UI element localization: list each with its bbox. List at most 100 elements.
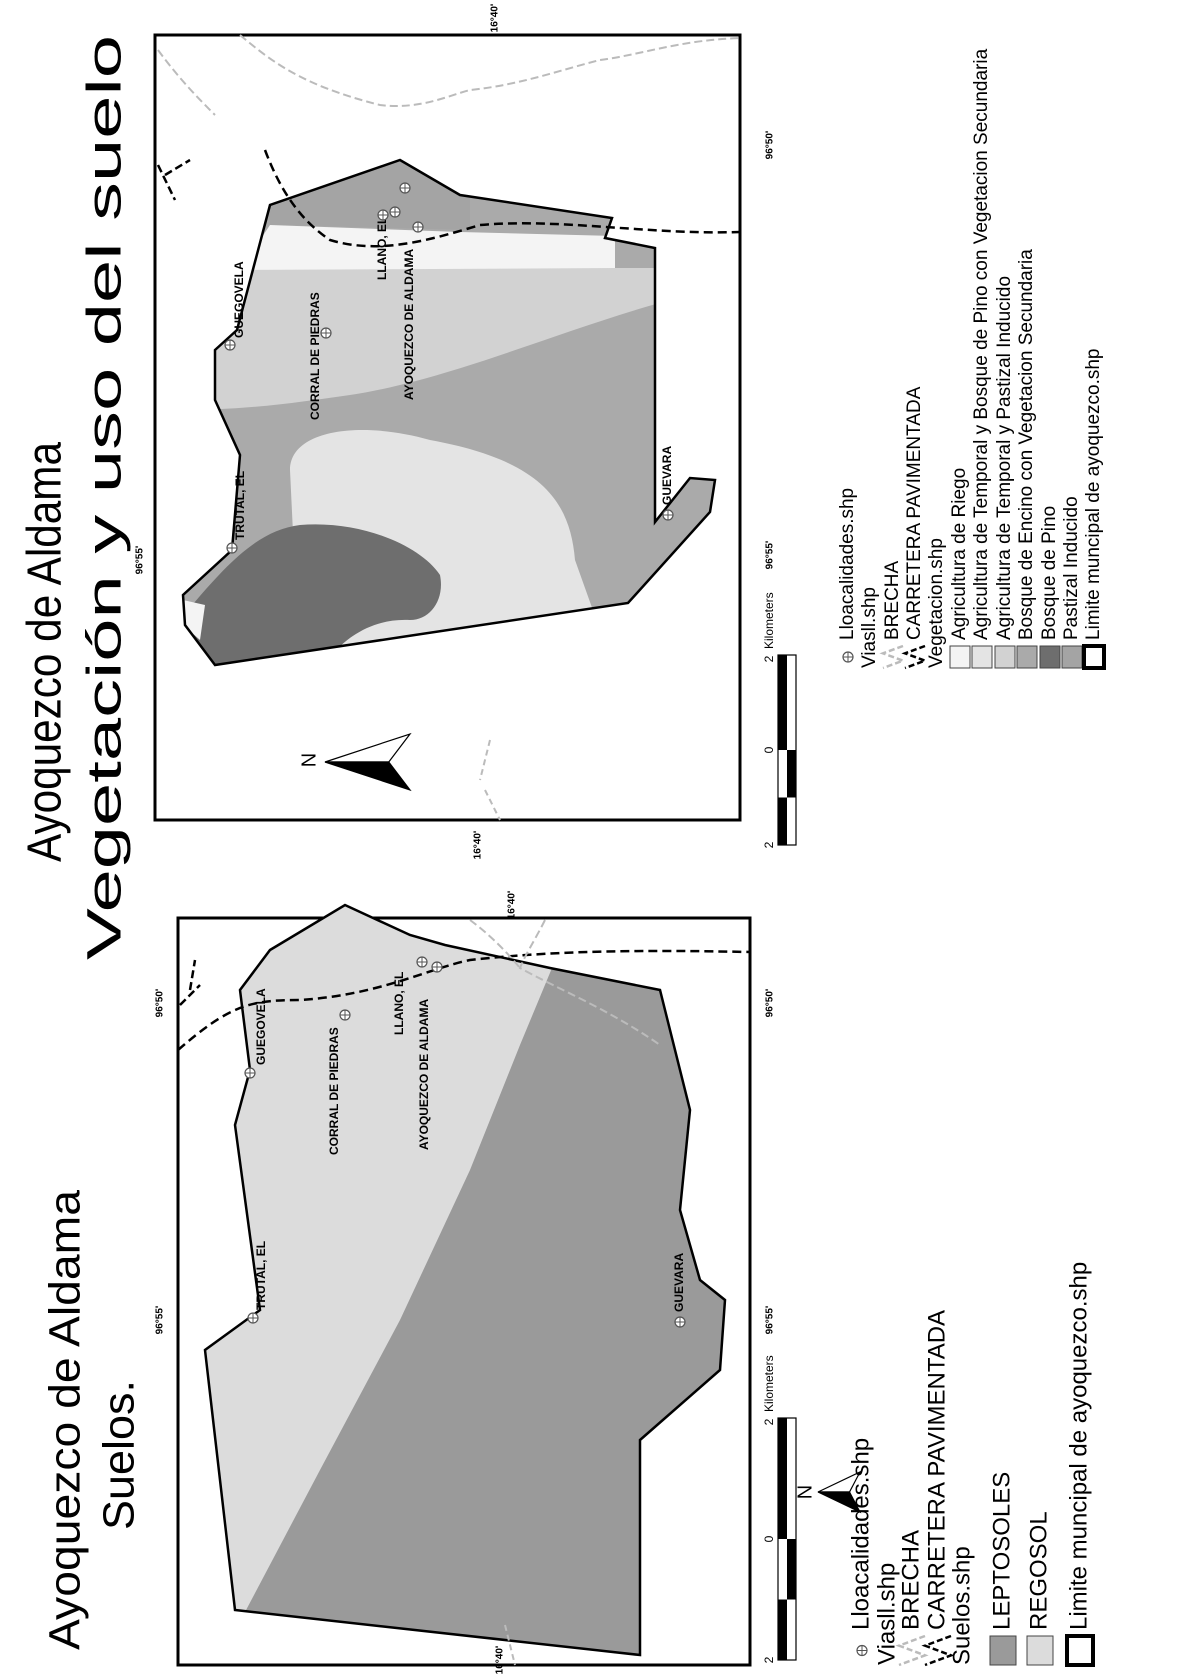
legend-label: LEPTOSOLES (988, 1472, 1015, 1630)
road-trail (469, 919, 661, 1046)
legend-road-trail (879, 644, 907, 670)
locality-marker (245, 1068, 255, 1078)
road-paved (156, 158, 191, 201)
locality-marker (432, 962, 442, 972)
legend-label: Suelos.shp (948, 1546, 975, 1665)
legend-label: Viasll.shp (859, 587, 880, 668)
zone-riego (183, 600, 205, 640)
place-label: GUEGOVELA (232, 261, 246, 338)
legend-swatch (1039, 645, 1061, 669)
north-label: N (794, 1485, 816, 1499)
scale-bar (778, 797, 787, 845)
legend-swatch (989, 1635, 1017, 1666)
locality-marker (843, 652, 853, 662)
locality-marker (390, 207, 400, 217)
legend-road-paved (901, 644, 929, 670)
scale-label: 0 (762, 1535, 776, 1542)
locality-marker (225, 340, 235, 350)
coordinate-label: 96°55' (135, 546, 146, 575)
scale-bar (778, 1599, 787, 1660)
coordinate-label: 16°40' (473, 831, 484, 860)
coordinate-label: 96°55' (765, 541, 776, 570)
locality-marker (417, 957, 427, 967)
locality-marker (663, 510, 673, 520)
road-paved (263, 149, 741, 248)
locality-marker (857, 1645, 867, 1656)
coordinate-label: 96°55' (765, 1306, 776, 1335)
north-arrow (324, 732, 412, 763)
place-label: GUEVARA (672, 1253, 686, 1312)
road-trail (157, 34, 741, 116)
coordinate-label: 96°50' (765, 989, 776, 1018)
legend-swatch (1065, 1634, 1095, 1667)
legend-swatch (1016, 645, 1038, 669)
legend-label: Lloacalidades.shp (847, 1438, 874, 1630)
legend-label: BRECHA (897, 1530, 924, 1630)
place-label: GUEVARA (660, 446, 674, 505)
road-trail (479, 739, 501, 821)
locality-marker (227, 543, 237, 553)
legend-swatch (994, 645, 1016, 669)
map-subtitle: Vegetación y uso del suelo (79, 35, 132, 960)
legend-label: Viasll.shp (873, 1563, 900, 1665)
legend-label: Limite muncipal de ayoquezco.shp (1083, 348, 1104, 640)
place-label: TRUTAL, EL (233, 471, 247, 540)
place-label: CORRAL DE PIEDRAS (308, 292, 322, 420)
legend-swatch (1026, 1635, 1054, 1666)
map-frame (153, 33, 742, 822)
locality-marker (340, 1010, 350, 1020)
zone-pastizal (260, 160, 470, 230)
road-paved (177, 949, 751, 1051)
north-arrow (324, 761, 412, 792)
scale-label: 0 (762, 746, 776, 753)
scale-unit: Kilometers (762, 592, 776, 649)
map-title: Ayoquezco de Aldama (19, 442, 72, 862)
coordinate-label: 96°50' (155, 989, 166, 1018)
legend-label: Vegetacion.shp (926, 538, 947, 668)
zone-temporal-pastizal (183, 268, 670, 410)
legend-road-trail (895, 1634, 929, 1667)
legend-swatch (1061, 645, 1083, 669)
place-label: AYOQUEZCO DE ALDAMA (417, 999, 431, 1150)
map-frame (176, 916, 752, 1667)
map-subtitle: Suelos. (95, 1380, 144, 1530)
municipal-boundary (181, 158, 717, 667)
locality-marker (378, 210, 388, 220)
legend-label: Pastizal Inducido (1061, 496, 1082, 640)
coordinate-label: 16°40' (507, 891, 518, 920)
place-label: GUEGOVELA (254, 988, 268, 1065)
locality-marker (248, 1313, 258, 1323)
scale-bar (778, 655, 787, 750)
legend-label: BRECHA (882, 560, 903, 640)
scale-bar (778, 1418, 787, 1539)
legend-label: Agricultura de Temporal y Bosque de Pino… (971, 48, 992, 640)
legend-label: Agricultura de Riego (949, 468, 970, 640)
scale-label: 2 (762, 1656, 776, 1663)
coordinate-label: 96°50' (765, 131, 776, 160)
coordinate-label: 96°55' (155, 1306, 166, 1335)
scale-unit: Kilometers (762, 1355, 776, 1412)
scale-label: 2 (762, 655, 776, 662)
legend-label: CARRETERA PAVIMENTADA (923, 1310, 950, 1630)
locality-marker (675, 1317, 685, 1327)
legend-label: CARRETERA PAVIMENTADA (904, 386, 925, 640)
legend-label: Bosque de Encino con Vegetacion Secundar… (1016, 249, 1037, 640)
scale-label: 2 (762, 1418, 776, 1425)
legend-swatch (1082, 644, 1106, 670)
place-label: AYOQUEZCO DE ALDAMA (402, 249, 416, 400)
locality-marker (413, 222, 423, 232)
coordinate-label: 16°40' (490, 4, 501, 33)
zone-leptosoles (240, 968, 725, 1655)
legend-label: Agricultura de Temporal y Pastizal Induc… (994, 276, 1015, 640)
legend-swatch (949, 645, 971, 669)
north-arrow (817, 1491, 862, 1514)
scale-bar (787, 1539, 796, 1600)
zone-pino (188, 524, 441, 665)
zone-riego (240, 225, 615, 270)
place-label: CORRAL DE PIEDRAS (327, 1027, 341, 1155)
scale-bar (787, 750, 796, 798)
locality-marker (321, 328, 331, 338)
legend-label: Lloacalidades.shp (837, 488, 858, 640)
legend-swatch (971, 645, 993, 669)
